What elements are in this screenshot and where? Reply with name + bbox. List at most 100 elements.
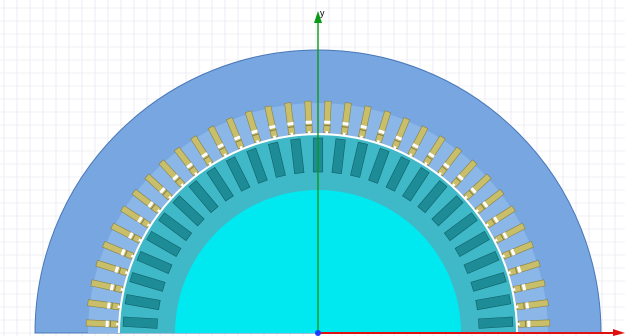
winding-separator bbox=[527, 320, 531, 327]
rotor-bar bbox=[225, 156, 251, 192]
rotor-bar bbox=[475, 294, 512, 311]
winding-outer-coil bbox=[207, 125, 226, 151]
rotor-bar bbox=[268, 141, 286, 178]
winding-outer-coil bbox=[359, 105, 372, 131]
winding-outer-coil bbox=[441, 146, 463, 171]
winding-outer-coil bbox=[426, 135, 446, 160]
winding-separator bbox=[159, 187, 166, 194]
winding-separator bbox=[305, 120, 312, 124]
rotor-bar bbox=[129, 272, 166, 292]
winding-outer-coil bbox=[87, 299, 113, 310]
winding-outer-coil bbox=[508, 240, 534, 257]
winding-outer-coil bbox=[394, 117, 411, 143]
rotor-bar bbox=[478, 316, 514, 329]
winding-outer-coil bbox=[90, 279, 116, 292]
winding-separator bbox=[137, 216, 143, 224]
winding-separator bbox=[493, 216, 499, 224]
winding-separator bbox=[427, 152, 435, 158]
rotor-bar bbox=[368, 147, 390, 184]
winding-outer-coil bbox=[377, 110, 392, 136]
winding-separator bbox=[342, 121, 349, 126]
winding-outer-coil bbox=[523, 299, 549, 310]
winding-separator bbox=[502, 232, 508, 240]
winding-separator bbox=[106, 302, 111, 309]
rotor-bar bbox=[136, 251, 173, 274]
rotor-bar bbox=[290, 138, 305, 174]
winding-separator bbox=[217, 143, 225, 149]
winding-separator bbox=[201, 152, 209, 158]
winding-separator bbox=[378, 129, 385, 135]
winding-outer-coil bbox=[120, 205, 145, 225]
winding-separator bbox=[114, 266, 120, 273]
rotor-bar bbox=[417, 180, 448, 214]
x-axis-arrowhead bbox=[613, 329, 625, 336]
rotor-bar bbox=[172, 195, 205, 227]
rotor-bar bbox=[350, 141, 368, 178]
winding-separator bbox=[457, 174, 464, 181]
rotor-bar bbox=[463, 251, 500, 274]
winding-outer-coil bbox=[131, 188, 156, 210]
rotor-bar bbox=[443, 212, 478, 242]
winding-separator bbox=[395, 135, 403, 141]
winding-outer-coil bbox=[525, 319, 551, 328]
winding-separator bbox=[147, 201, 154, 208]
winding-separator bbox=[521, 283, 527, 291]
winding-separator bbox=[516, 266, 522, 273]
rotor-bar bbox=[188, 180, 219, 214]
y-axis-label: y bbox=[320, 8, 325, 18]
winding-outer-coil bbox=[173, 146, 195, 171]
winding-separator bbox=[411, 143, 419, 149]
winding-outer-coil bbox=[85, 319, 111, 328]
stator-slots[interactable] bbox=[85, 100, 551, 328]
rotor-bar bbox=[331, 138, 346, 174]
winding-separator bbox=[287, 121, 294, 126]
winding-outer-coil bbox=[520, 279, 546, 292]
winding-outer-coil bbox=[410, 125, 429, 151]
rotor-bar bbox=[158, 212, 193, 242]
rotor-bar bbox=[246, 147, 268, 184]
winding-separator bbox=[186, 162, 193, 169]
rotor-bars[interactable] bbox=[122, 137, 514, 329]
winding-outer-coil bbox=[323, 100, 332, 126]
origin-marker bbox=[315, 330, 321, 336]
winding-separator bbox=[510, 248, 516, 256]
winding-separator bbox=[172, 174, 179, 181]
rotor-bar bbox=[122, 316, 158, 329]
winding-separator bbox=[120, 248, 126, 256]
rotor-bar bbox=[385, 156, 411, 192]
rotor-bar bbox=[402, 167, 430, 202]
winding-separator bbox=[105, 320, 109, 327]
winding-separator bbox=[443, 162, 450, 169]
winding-separator bbox=[251, 129, 258, 135]
winding-outer-coil bbox=[264, 105, 277, 131]
winding-outer-coil bbox=[515, 259, 541, 274]
winding-separator bbox=[324, 120, 331, 124]
winding-outer-coil bbox=[102, 240, 128, 257]
rotor-bar bbox=[146, 230, 182, 258]
winding-outer-coil bbox=[491, 205, 516, 225]
rotor-bar bbox=[470, 272, 507, 292]
rotor-bar bbox=[431, 195, 464, 227]
winding-separator bbox=[470, 187, 477, 194]
rotor-bar bbox=[454, 230, 490, 258]
winding-outer-coil bbox=[110, 222, 136, 241]
winding-outer-coil bbox=[244, 110, 259, 136]
rotor-bar bbox=[206, 167, 234, 202]
winding-outer-coil bbox=[500, 222, 526, 241]
winding-separator bbox=[128, 232, 134, 240]
coordinate-axes: y bbox=[314, 8, 625, 336]
winding-outer-coil bbox=[190, 135, 210, 160]
winding-outer-coil bbox=[225, 117, 242, 143]
y-axis-arrowhead bbox=[314, 11, 322, 23]
winding-outer-coil bbox=[95, 259, 121, 274]
winding-separator bbox=[268, 124, 276, 130]
winding-outer-coil bbox=[341, 102, 352, 128]
winding-separator bbox=[525, 302, 530, 309]
winding-separator bbox=[109, 283, 115, 291]
winding-outer-coil bbox=[304, 100, 313, 126]
rotor-bar bbox=[124, 294, 161, 311]
winding-separator bbox=[233, 135, 241, 141]
winding-separator bbox=[482, 201, 489, 208]
